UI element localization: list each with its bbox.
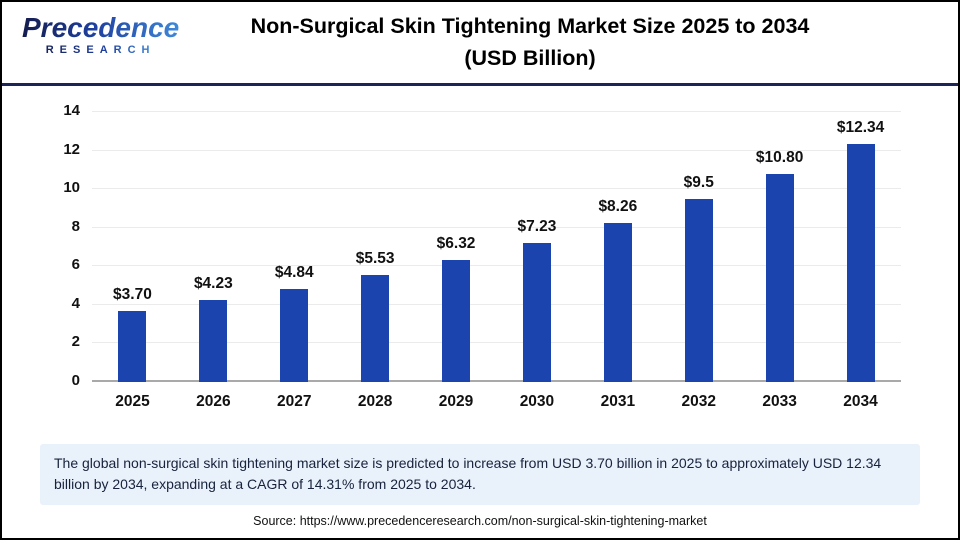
x-tick-label-2032: 2032: [681, 393, 716, 410]
plot-area: 0 2 4 6 8 10 12 14 $3.70 2025 $4.23 2026 $4.84 2027 $5…: [63, 102, 901, 410]
bar-value-label-2029: $6.32: [436, 235, 476, 253]
gridline: [92, 111, 901, 112]
x-tick-label-2025: 2025: [115, 393, 150, 410]
bar-2030: [522, 242, 551, 382]
summary-text: The global non-surgical skin tightening …: [54, 455, 882, 492]
gridline: [92, 188, 901, 190]
logo-wordmark: Precedence: [22, 12, 180, 43]
gridline: [92, 303, 901, 305]
precedence-research-logo: Precedence RESEARCH: [22, 14, 179, 56]
y-tick-label-12: 12: [63, 140, 80, 158]
x-axis-line: [92, 380, 901, 382]
x-tick-label-2031: 2031: [600, 393, 636, 410]
summary-callout: The global non-surgical skin tightening …: [40, 444, 920, 505]
bar-chart: 0 2 4 6 8 10 12 14 $3.70 2025 $4.23 2026 $4.84 2027 $5…: [2, 92, 958, 432]
gridline: [92, 149, 901, 151]
bar-value-label-2034: $12.34: [836, 119, 885, 137]
y-tick-label-4: 4: [71, 294, 80, 312]
bar-value-label-2033: $10.80: [755, 148, 804, 166]
bar-2028: [361, 275, 390, 382]
x-tick-label-2028: 2028: [357, 393, 393, 410]
bar-value-label-2030: $7.23: [517, 217, 557, 235]
gridline: [92, 265, 901, 267]
bar-value-label-2025: $3.70: [113, 285, 152, 303]
bar-value-label-2031: $8.26: [598, 197, 638, 215]
bar-2027: [280, 288, 309, 382]
chart-title-line1: Non-Surgical Skin Tightening Market Size…: [250, 14, 810, 39]
bar-2031: [603, 222, 632, 382]
y-tick-label-10: 10: [63, 179, 80, 197]
bar-2025: [118, 310, 147, 382]
bar-2032: [684, 198, 713, 382]
chart-title: Non-Surgical Skin Tightening Market Size…: [2, 11, 958, 73]
bar-value-label-2027: $4.84: [274, 263, 314, 281]
x-tick-label-2029: 2029: [438, 393, 474, 410]
x-tick-label-2033: 2033: [762, 393, 797, 410]
logo-subtitle: RESEARCH: [45, 44, 156, 56]
x-tick-label-2026: 2026: [196, 393, 231, 410]
bar-value-label-2032: $9.5: [683, 173, 714, 191]
bar-2034: [846, 144, 875, 382]
y-tick-label-0: 0: [71, 372, 80, 389]
bar-2033: [765, 173, 794, 382]
y-tick-label-2: 2: [71, 333, 80, 351]
header: Precedence RESEARCH Non-Surgical Skin Ti…: [2, 2, 958, 86]
y-tick-label-14: 14: [63, 102, 80, 119]
bar-value-label-2026: $4.23: [193, 275, 233, 293]
chart-title-line2: (USD Billion): [464, 45, 596, 70]
x-tick-label-2027: 2027: [277, 393, 312, 410]
bar-value-label-2028: $5.53: [355, 250, 395, 268]
y-tick-label-8: 8: [71, 217, 80, 235]
y-tick-label-6: 6: [71, 256, 80, 274]
gridline: [92, 226, 901, 228]
x-tick-label-2030: 2030: [519, 393, 555, 410]
gridline: [92, 342, 901, 344]
source-line: Source: https://www.precedenceresearch.c…: [253, 514, 707, 528]
x-tick-label-2034: 2034: [843, 393, 878, 410]
bar-2029: [442, 260, 471, 382]
bar-2026: [199, 300, 228, 382]
